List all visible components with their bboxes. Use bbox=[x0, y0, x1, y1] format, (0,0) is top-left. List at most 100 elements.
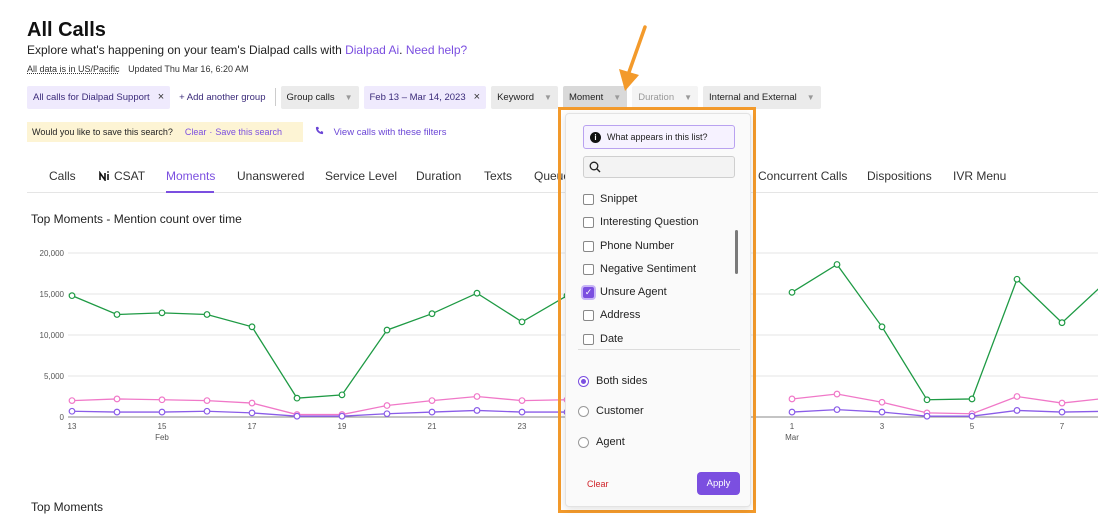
chevron-down-icon: ▼ bbox=[544, 92, 552, 102]
chip-label: Group calls bbox=[286, 91, 335, 103]
keyword-dropdown[interactable]: Keyword ▼ bbox=[491, 85, 558, 109]
checkbox[interactable] bbox=[583, 240, 594, 252]
clear-search-link[interactable]: Clear bbox=[184, 127, 207, 137]
data-point bbox=[158, 396, 166, 404]
active-tab-indicator bbox=[166, 191, 214, 193]
radio-button[interactable] bbox=[578, 405, 589, 417]
data-point bbox=[383, 326, 391, 334]
tab-unanswered[interactable]: Unanswered bbox=[237, 169, 305, 183]
x-tick-label: 15 bbox=[158, 422, 167, 431]
radio-customer[interactable]: Customer bbox=[578, 403, 644, 419]
checkbox[interactable] bbox=[583, 263, 594, 275]
option-address[interactable]: Address bbox=[583, 307, 640, 323]
tab-service-level[interactable]: Service Level bbox=[325, 169, 398, 183]
data-point bbox=[293, 412, 301, 420]
data-point bbox=[1058, 408, 1066, 416]
phone-icon bbox=[315, 126, 324, 135]
option-date[interactable]: Date bbox=[583, 331, 623, 347]
option-phone-number[interactable]: Phone Number bbox=[583, 238, 674, 254]
group-calls-dropdown[interactable]: Group calls ▼ bbox=[280, 85, 359, 109]
option-unsure-agent[interactable]: Unsure Agent bbox=[583, 284, 667, 300]
need-help-link[interactable]: Need help? bbox=[405, 43, 468, 57]
option-interesting-question[interactable]: Interesting Question bbox=[583, 214, 698, 230]
data-point bbox=[878, 408, 886, 416]
radio-selected[interactable] bbox=[578, 375, 589, 387]
remove-icon[interactable]: × bbox=[473, 91, 481, 103]
checkbox[interactable] bbox=[583, 193, 594, 205]
chip-label: Internal and External bbox=[709, 91, 797, 103]
group-filter-chip[interactable]: All calls for Dialpad Support × bbox=[27, 85, 171, 109]
data-point bbox=[878, 323, 886, 331]
checkbox-checked[interactable] bbox=[583, 286, 594, 298]
report-tabs: Calls CSAT Moments Unanswered Service Le… bbox=[27, 160, 1098, 193]
x-tick-label: 21 bbox=[428, 422, 437, 431]
timezone-note[interactable]: All data is in US/Pacific bbox=[27, 64, 120, 74]
view-calls-link[interactable]: View calls with these filters bbox=[315, 126, 446, 138]
radio-button[interactable] bbox=[578, 436, 589, 448]
tab-duration[interactable]: Duration bbox=[416, 169, 462, 183]
clear-button[interactable]: Clear bbox=[587, 479, 609, 489]
option-label: Phone Number bbox=[600, 240, 674, 252]
add-group-button[interactable]: + Add another group bbox=[179, 91, 266, 103]
tab-dispositions[interactable]: Dispositions bbox=[867, 169, 932, 183]
data-point bbox=[473, 393, 481, 400]
option-negative-sentiment[interactable]: Negative Sentiment bbox=[583, 261, 696, 277]
duration-dropdown[interactable]: Duration ▼ bbox=[632, 85, 699, 109]
info-label: What appears in this list? bbox=[607, 132, 708, 142]
tab-ivr-menu[interactable]: IVR Menu bbox=[953, 169, 1007, 183]
checkbox[interactable] bbox=[583, 333, 594, 345]
tab-csat[interactable]: CSAT bbox=[99, 169, 145, 183]
radio-both-sides[interactable]: Both sides bbox=[578, 373, 647, 389]
tab-texts[interactable]: Texts bbox=[484, 169, 513, 183]
remove-icon[interactable]: × bbox=[157, 91, 165, 103]
y-tick-label: 20,000 bbox=[40, 249, 65, 258]
tab-moments[interactable]: Moments bbox=[166, 169, 216, 183]
data-point bbox=[518, 397, 526, 405]
checkbox[interactable] bbox=[583, 216, 594, 228]
data-point bbox=[1058, 319, 1066, 327]
data-point bbox=[293, 394, 301, 402]
view-calls-label: View calls with these filters bbox=[333, 127, 447, 138]
highlight-frame bbox=[558, 107, 756, 513]
tab-label: CSAT bbox=[114, 169, 146, 183]
data-point bbox=[158, 309, 166, 317]
subtitle-separator: . bbox=[399, 43, 406, 57]
data-point bbox=[968, 395, 976, 403]
tab-calls[interactable]: Calls bbox=[49, 169, 76, 183]
tab-queue[interactable]: Queue bbox=[534, 169, 571, 183]
page-subtitle: Explore what's happening on your team's … bbox=[27, 43, 467, 57]
call-type-dropdown[interactable]: Internal and External ▼ bbox=[703, 85, 821, 109]
moment-dropdown-panel: i What appears in this list? Snippet Int… bbox=[565, 113, 751, 507]
subtitle-text: Explore what's happening on your team's … bbox=[27, 43, 346, 57]
search-input[interactable] bbox=[584, 157, 734, 178]
x-tick-label: 7 bbox=[1060, 422, 1065, 431]
series-line bbox=[71, 395, 568, 416]
moment-dropdown[interactable]: Moment ▼ bbox=[562, 85, 628, 109]
data-point bbox=[1013, 407, 1021, 414]
data-point bbox=[428, 310, 436, 318]
radio-label: Customer bbox=[596, 405, 644, 417]
data-point bbox=[878, 398, 886, 406]
chevron-down-icon: ▼ bbox=[344, 92, 353, 102]
x-tick-label: 13 bbox=[68, 422, 77, 431]
info-icon: i bbox=[590, 131, 601, 143]
data-point bbox=[158, 408, 166, 416]
series-line bbox=[791, 263, 1098, 401]
apply-button[interactable]: Apply bbox=[697, 472, 740, 495]
list-info-button[interactable]: i What appears in this list? bbox=[583, 125, 735, 149]
data-point bbox=[518, 318, 526, 326]
checkbox[interactable] bbox=[583, 309, 594, 321]
date-range-chip[interactable]: Feb 13 – Mar 14, 2023 × bbox=[363, 85, 487, 109]
save-search-link[interactable]: Save this search bbox=[215, 127, 282, 137]
list-scrollbar[interactable] bbox=[735, 230, 738, 274]
tab-concurrent-calls[interactable]: Concurrent Calls bbox=[758, 169, 848, 183]
dialpad-ai-link[interactable]: Dialpad Ai bbox=[345, 43, 400, 57]
chip-label: All calls for Dialpad Support bbox=[33, 91, 150, 103]
moment-search-field[interactable] bbox=[583, 156, 735, 178]
radio-agent[interactable]: Agent bbox=[578, 434, 625, 450]
x-tick-label: 17 bbox=[248, 422, 257, 431]
data-point bbox=[383, 402, 391, 409]
option-snippet[interactable]: Snippet bbox=[583, 191, 637, 207]
data-point bbox=[248, 399, 256, 407]
series-line bbox=[71, 292, 568, 399]
